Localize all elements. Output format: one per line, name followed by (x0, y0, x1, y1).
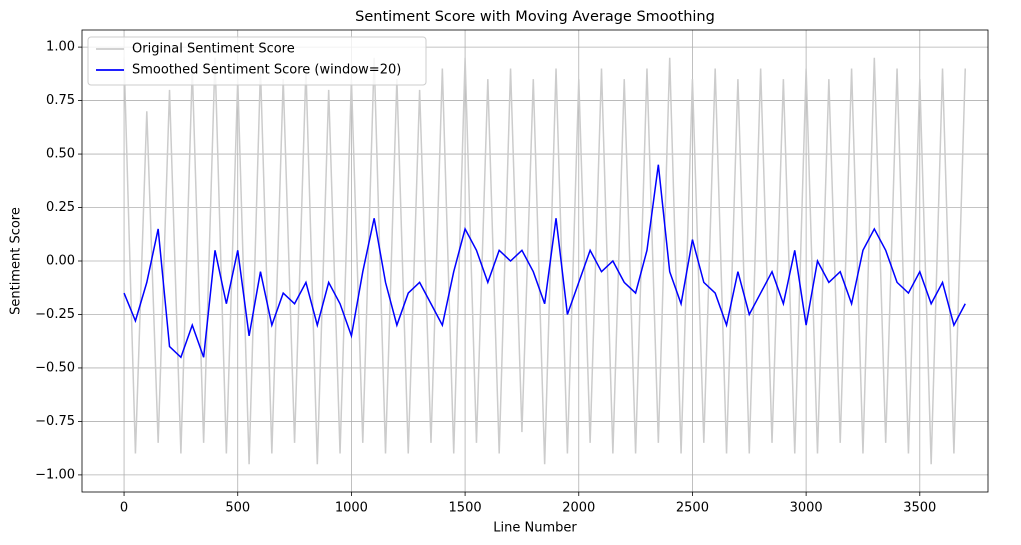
y-tick-label: −0.50 (35, 360, 75, 375)
y-tick-label: −0.75 (35, 414, 75, 429)
chart-title: Sentiment Score with Moving Average Smoo… (355, 9, 715, 25)
y-tick-label: 0.00 (46, 254, 75, 269)
x-tick-label: 2500 (676, 501, 709, 516)
y-tick-label: −0.25 (35, 307, 75, 322)
x-axis-label: Line Number (493, 521, 577, 536)
x-tick-label: 1500 (449, 501, 482, 516)
legend-label: Smoothed Sentiment Score (window=20) (132, 63, 401, 78)
legend: Original Sentiment Score Smoothed Sentime… (87, 36, 427, 86)
legend-label: Original Sentiment Score (132, 42, 295, 57)
series-line (123, 164, 966, 359)
legend-box (87, 36, 427, 86)
y-tick-label: −1.00 (35, 467, 75, 482)
y-tick-label: 0.25 (46, 200, 75, 215)
x-tick-label: 0 (120, 501, 128, 516)
x-tick-label: 2000 (562, 501, 595, 516)
x-tick-label: 1000 (335, 501, 368, 516)
plot-frame (81, 29, 989, 493)
series-line (123, 57, 967, 465)
y-axis-label: Sentiment Score (9, 207, 24, 315)
y-tick-label: 1.00 (46, 40, 75, 55)
x-tick-label: 3500 (903, 501, 936, 516)
x-tick-label: 500 (225, 501, 250, 516)
y-tick-label: 0.50 (46, 147, 75, 162)
x-tick-label: 3000 (790, 501, 823, 516)
y-tick-label: 0.75 (46, 93, 75, 108)
